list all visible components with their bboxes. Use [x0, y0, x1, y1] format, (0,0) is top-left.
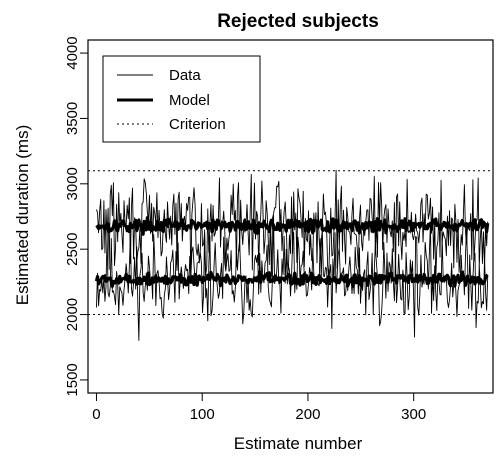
x-tick-label: 200: [295, 406, 320, 423]
legend-data-label: Data: [169, 67, 201, 84]
legend-model-label: Model: [169, 92, 210, 109]
y-tick-label: 3000: [64, 167, 81, 200]
model-series: [94, 216, 490, 288]
x-axis: 0 100 200 300: [92, 392, 426, 423]
data-line: [96, 215, 489, 341]
x-tick-label: 0: [92, 406, 100, 423]
y-tick-label: 2500: [64, 232, 81, 265]
legend: Data Model Criterion: [102, 55, 261, 143]
model-line: [94, 270, 489, 288]
legend-criterion-label: Criterion: [169, 116, 226, 133]
y-axis: 1500 2000 2500 3000 3500 4000: [64, 36, 89, 397]
x-tick-label: 300: [401, 406, 426, 423]
y-tick-label: 2000: [64, 298, 81, 331]
x-tick-label: 100: [190, 406, 215, 423]
y-axis-label: Estimated duration (ms): [13, 125, 32, 305]
y-tick-label: 3500: [64, 102, 81, 135]
y-tick-label: 1500: [64, 363, 81, 396]
chart-title: Rejected subjects: [217, 11, 379, 32]
model-line: [95, 216, 490, 236]
x-axis-label: Estimate number: [234, 434, 363, 453]
y-tick-label: 4000: [64, 36, 81, 69]
